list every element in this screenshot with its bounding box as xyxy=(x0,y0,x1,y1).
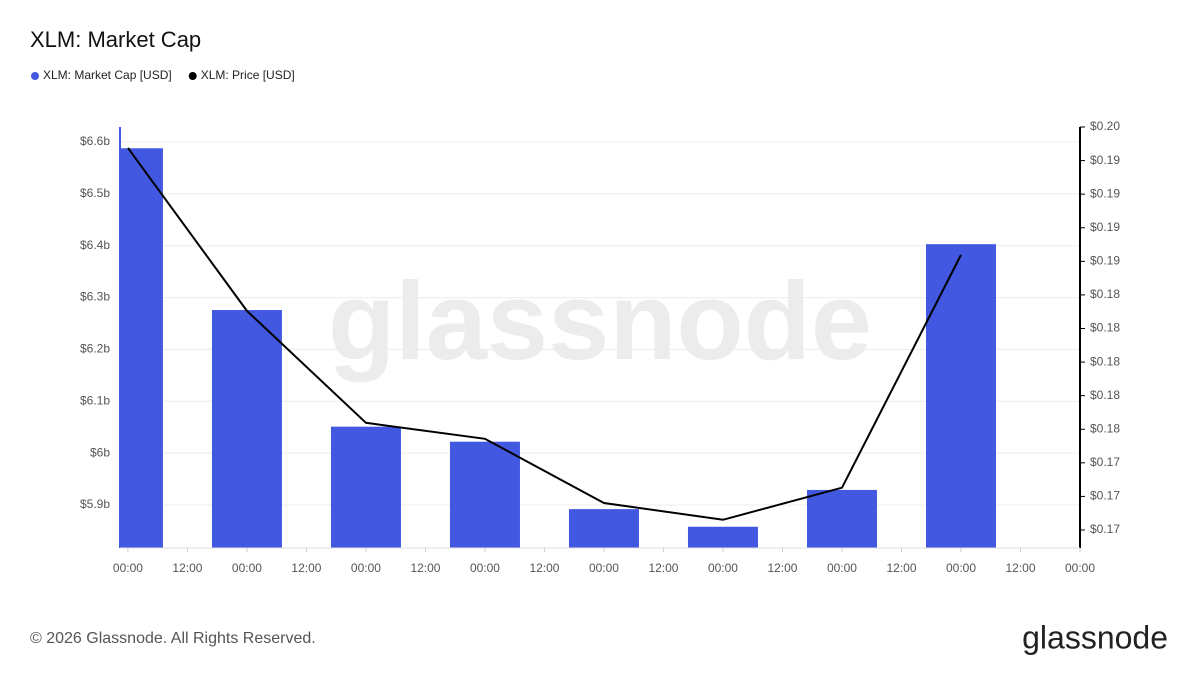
y-tick-label: $6.1b xyxy=(80,393,110,407)
logo: glassnode xyxy=(1022,619,1168,655)
footer: © 2026 Glassnode. All Rights Reserved. xyxy=(30,630,316,647)
bar xyxy=(568,509,639,548)
x-tick-label: 12:00 xyxy=(648,561,678,575)
x-tick-label: 12:00 xyxy=(767,561,797,575)
x-tick-label: 12:00 xyxy=(410,561,440,575)
bar xyxy=(120,148,163,548)
y-tick-label: $6b xyxy=(90,445,110,459)
x-tick-label: 12:00 xyxy=(172,561,202,575)
bar xyxy=(687,526,758,548)
chart-title: XLM: Market Cap xyxy=(30,27,201,52)
x-tick-label: 00:00 xyxy=(708,561,738,575)
y2-tick-label: $0.18 xyxy=(1090,287,1120,301)
x-tick-label: 12:00 xyxy=(529,561,559,575)
legend-dot xyxy=(31,72,39,80)
x-tick-label: 12:00 xyxy=(1005,561,1035,575)
bar xyxy=(925,244,996,549)
y2-tick-label: $0.17 xyxy=(1090,489,1120,503)
y2-tick-label: $0.18 xyxy=(1090,388,1120,402)
y-tick-label: $6.4b xyxy=(80,238,110,252)
x-tick-label: 00:00 xyxy=(589,561,619,575)
y2-tick-label: $0.20 xyxy=(1090,119,1120,133)
bar xyxy=(449,441,520,548)
y-tick-label: $5.9b xyxy=(80,497,110,511)
y2-tick-label: $0.17 xyxy=(1090,522,1120,536)
y-tick-label: $6.5b xyxy=(80,186,110,200)
y-tick-label: $6.3b xyxy=(80,290,110,304)
legend-dot xyxy=(188,72,197,80)
y2-tick-label: $0.19 xyxy=(1090,220,1120,234)
y2-tick-label: $0.18 xyxy=(1090,321,1120,335)
legend-label: XLM: Market Cap [USD] xyxy=(43,68,172,82)
y2-tick-label: $0.18 xyxy=(1090,421,1120,435)
watermark: glassnode xyxy=(328,260,872,383)
bar xyxy=(211,310,282,548)
bar xyxy=(330,426,401,548)
x-tick-label: 12:00 xyxy=(291,561,321,575)
legend-label: XLM: Price [USD] xyxy=(201,68,295,82)
bar xyxy=(806,489,877,548)
x-tick-label: 00:00 xyxy=(1065,561,1095,575)
x-tick-label: 00:00 xyxy=(351,561,381,575)
y-tick-label: $6.6b xyxy=(80,134,110,148)
y2-tick-label: $0.18 xyxy=(1090,354,1120,368)
x-tick-label: 00:00 xyxy=(232,561,262,575)
x-tick-label: 12:00 xyxy=(886,561,916,575)
x-tick-label: 00:00 xyxy=(946,561,976,575)
y-tick-label: $6.2b xyxy=(80,342,110,356)
x-tick-label: 00:00 xyxy=(470,561,500,575)
x-tick-label: 00:00 xyxy=(113,561,143,575)
x-tick-label: 00:00 xyxy=(827,561,857,575)
y2-tick-label: $0.19 xyxy=(1090,153,1120,167)
y2-tick-label: $0.17 xyxy=(1090,455,1120,469)
y2-tick-label: $0.19 xyxy=(1090,186,1120,200)
y2-tick-label: $0.19 xyxy=(1090,254,1120,268)
price-line xyxy=(127,147,962,521)
